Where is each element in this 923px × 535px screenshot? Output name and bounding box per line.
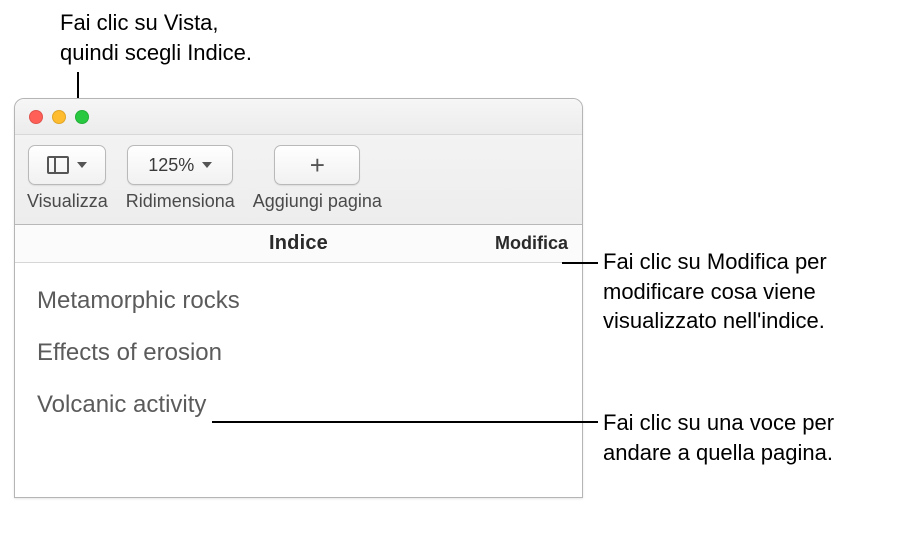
plus-icon: +	[310, 152, 325, 178]
callout-line-item	[212, 421, 598, 423]
chevron-down-icon	[77, 162, 87, 168]
toc-item[interactable]: Effects of erosion	[15, 327, 582, 379]
toc-item[interactable]: Volcanic activity	[15, 379, 582, 431]
tool-zoom: 125% Ridimensiona	[126, 145, 235, 212]
app-window: Visualizza 125% Ridimensiona + Aggiungi …	[14, 98, 583, 498]
tool-addpage: + Aggiungi pagina	[253, 145, 382, 212]
toc-edit-button[interactable]: Modifica	[495, 225, 568, 262]
zoom-button[interactable]: 125%	[127, 145, 233, 185]
callout-line-edit	[562, 262, 598, 264]
zoom-value: 125%	[148, 155, 194, 176]
tool-view: Visualizza	[27, 145, 108, 212]
view-label: Visualizza	[27, 191, 108, 212]
zoom-label: Ridimensiona	[126, 191, 235, 212]
callout-view-menu: Fai clic su Vista, quindi scegli Indice.	[60, 8, 252, 67]
zoom-icon[interactable]	[75, 110, 89, 124]
minimize-icon[interactable]	[52, 110, 66, 124]
view-button[interactable]	[28, 145, 106, 185]
toolbar: Visualizza 125% Ridimensiona + Aggiungi …	[15, 135, 582, 225]
addpage-label: Aggiungi pagina	[253, 191, 382, 212]
callout-edit-button: Fai clic su Modifica per modificare cosa…	[603, 247, 827, 336]
add-page-button[interactable]: +	[274, 145, 360, 185]
chevron-down-icon	[202, 162, 212, 168]
toc-list: Metamorphic rocks Effects of erosion Vol…	[15, 263, 582, 443]
view-panel-icon	[47, 156, 69, 174]
toc-item[interactable]: Metamorphic rocks	[15, 275, 582, 327]
callout-toc-item: Fai clic su una voce per andare a quella…	[603, 408, 834, 467]
titlebar	[15, 99, 582, 135]
close-icon[interactable]	[29, 110, 43, 124]
toc-panel-header: Indice Modifica	[15, 225, 582, 263]
